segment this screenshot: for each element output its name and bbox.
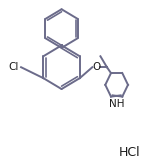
Text: Cl: Cl [9,62,19,72]
Text: O: O [92,62,100,72]
Text: HCl: HCl [119,146,140,159]
Text: NH: NH [109,99,124,109]
